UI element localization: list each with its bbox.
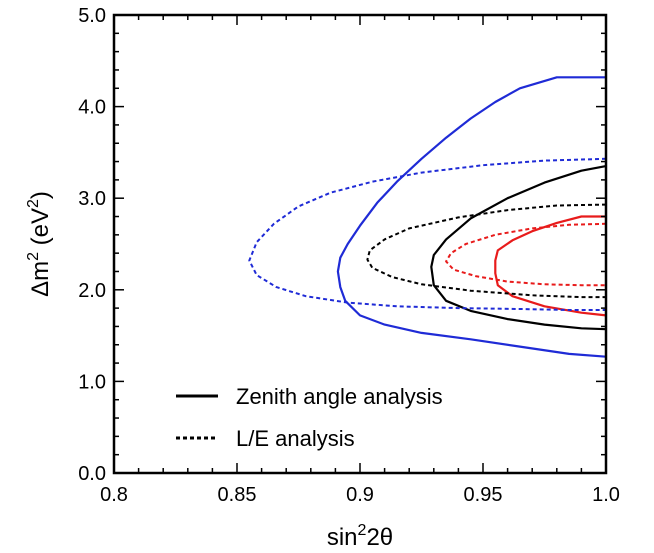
axis-tick-labels: 0.8 0.85 0.9 0.95 1.0 0.0 1.0 2.0 3.0 4.0 5.0 <box>78 5 620 506</box>
series-line-zenith-2 <box>494 215 607 317</box>
legend: Zenith angle analysis L/E analysis <box>176 384 443 451</box>
y-tick-label: 0.0 <box>78 463 106 485</box>
series-line-le-3 <box>248 157 607 311</box>
y-tick-label: 4.0 <box>78 97 106 119</box>
legend-label-le: L/E analysis <box>236 426 355 451</box>
series-line-le-4 <box>366 203 607 299</box>
x-tick-label: 0.95 <box>464 484 503 506</box>
x-axis-title: sin22θ <box>327 522 393 551</box>
axis-ticks <box>113 14 607 474</box>
series-line-zenith-0 <box>336 76 607 358</box>
x-axis-title-base: sin <box>327 524 358 551</box>
x-tick-label: 0.8 <box>100 484 128 506</box>
series-line-zenith-1 <box>430 165 607 331</box>
y-axis-title-exp2: 2 <box>25 199 42 208</box>
x-axis-title-rest: 2θ <box>366 524 393 551</box>
x-tick-label: 0.85 <box>218 484 257 506</box>
y-axis-title-pre: Δm <box>27 261 54 297</box>
curves-layer <box>248 76 607 358</box>
y-axis-title-exp1: 2 <box>25 252 42 261</box>
legend-label-zenith: Zenith angle analysis <box>236 384 443 409</box>
y-axis-title-mid: (eV <box>27 208 54 252</box>
y-tick-label: 2.0 <box>78 280 106 302</box>
y-axis-title: Δm2 (eV2) <box>25 191 54 297</box>
x-tick-label: 0.9 <box>346 484 374 506</box>
y-tick-label: 1.0 <box>78 371 106 393</box>
series-line-le-5 <box>445 222 607 287</box>
y-tick-label: 3.0 <box>78 188 106 210</box>
y-axis-title-post: ) <box>27 191 54 199</box>
y-tick-label: 5.0 <box>78 5 106 27</box>
x-tick-label: 1.0 <box>592 484 620 506</box>
x-axis-title-exp: 2 <box>358 522 367 539</box>
